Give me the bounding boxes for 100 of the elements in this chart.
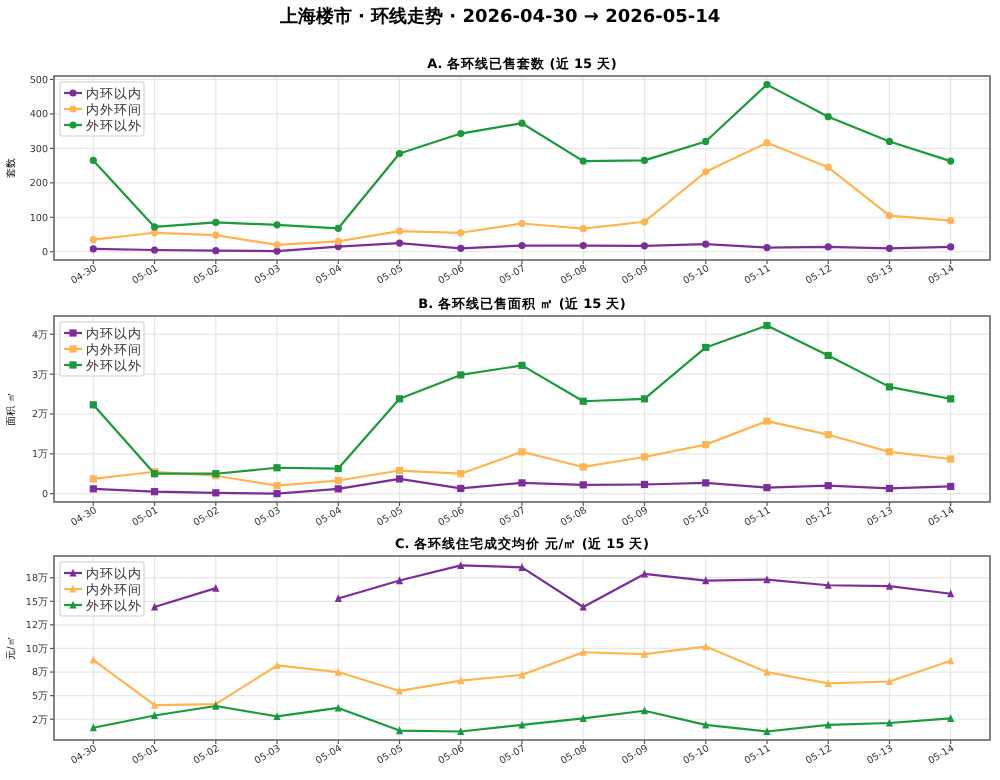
point (395, 227, 404, 235)
point (150, 711, 159, 720)
point (273, 247, 281, 255)
point (947, 589, 955, 598)
point (947, 656, 955, 665)
point (334, 703, 342, 712)
point (518, 448, 526, 456)
point (579, 463, 587, 471)
point (824, 163, 832, 171)
point (947, 157, 955, 165)
point (395, 576, 404, 585)
point (640, 480, 649, 489)
point (89, 401, 97, 409)
point (89, 156, 97, 165)
point (763, 417, 771, 425)
point (518, 241, 526, 250)
point (579, 648, 587, 656)
point (457, 727, 465, 736)
point (885, 448, 894, 456)
point (824, 581, 832, 589)
point (457, 229, 465, 237)
point (334, 476, 342, 485)
point (457, 561, 465, 570)
point (824, 351, 832, 360)
point (824, 720, 832, 729)
point (518, 720, 526, 729)
point (395, 149, 404, 158)
point (395, 726, 404, 735)
point (702, 479, 710, 487)
point (273, 490, 281, 498)
point (457, 484, 465, 493)
point (395, 686, 404, 695)
point (885, 211, 894, 220)
point (702, 137, 710, 146)
point (640, 395, 649, 403)
point (579, 397, 587, 405)
point (457, 129, 465, 138)
point (334, 485, 342, 493)
point (579, 225, 587, 233)
point (640, 218, 649, 226)
point (457, 676, 465, 685)
point (947, 243, 955, 251)
point (702, 343, 710, 352)
point (457, 470, 465, 478)
point (89, 485, 97, 493)
point (763, 727, 771, 736)
point (947, 217, 955, 225)
point (518, 361, 526, 369)
point (518, 479, 526, 487)
point (640, 569, 649, 578)
point (150, 488, 159, 496)
point (273, 661, 281, 670)
point (518, 119, 526, 127)
point (395, 239, 404, 247)
point (150, 229, 159, 237)
point (640, 453, 649, 461)
point (334, 667, 342, 676)
point (885, 677, 894, 686)
point (702, 720, 710, 729)
point (885, 484, 894, 493)
point (334, 464, 342, 473)
point (702, 642, 710, 651)
point (395, 395, 404, 403)
point (947, 714, 955, 722)
point (89, 236, 97, 244)
point (89, 245, 97, 253)
point (763, 667, 771, 676)
point (763, 244, 771, 252)
point (89, 723, 97, 732)
point (579, 241, 587, 250)
point (273, 464, 281, 472)
point (885, 137, 894, 146)
point (212, 247, 220, 255)
point (824, 431, 832, 439)
point (579, 714, 587, 722)
point (89, 475, 97, 483)
point (212, 231, 220, 239)
point (518, 219, 526, 228)
point (640, 156, 649, 165)
point (947, 455, 955, 463)
point (763, 321, 771, 330)
point (150, 246, 159, 254)
point (947, 482, 955, 491)
point (702, 168, 710, 176)
point (518, 563, 526, 571)
point (885, 581, 894, 590)
point (212, 489, 220, 497)
point (824, 113, 832, 121)
point (273, 482, 281, 490)
point (273, 712, 281, 721)
point (640, 242, 649, 250)
point (334, 594, 342, 603)
point (150, 602, 159, 611)
point (212, 218, 220, 227)
text: 上海楼市 · 环线走势 · 2026-04-30 → 2026-05-14 (277, 6, 721, 28)
point (763, 139, 771, 147)
point (763, 81, 771, 89)
point (824, 243, 832, 251)
point (395, 475, 404, 483)
point (885, 383, 894, 391)
